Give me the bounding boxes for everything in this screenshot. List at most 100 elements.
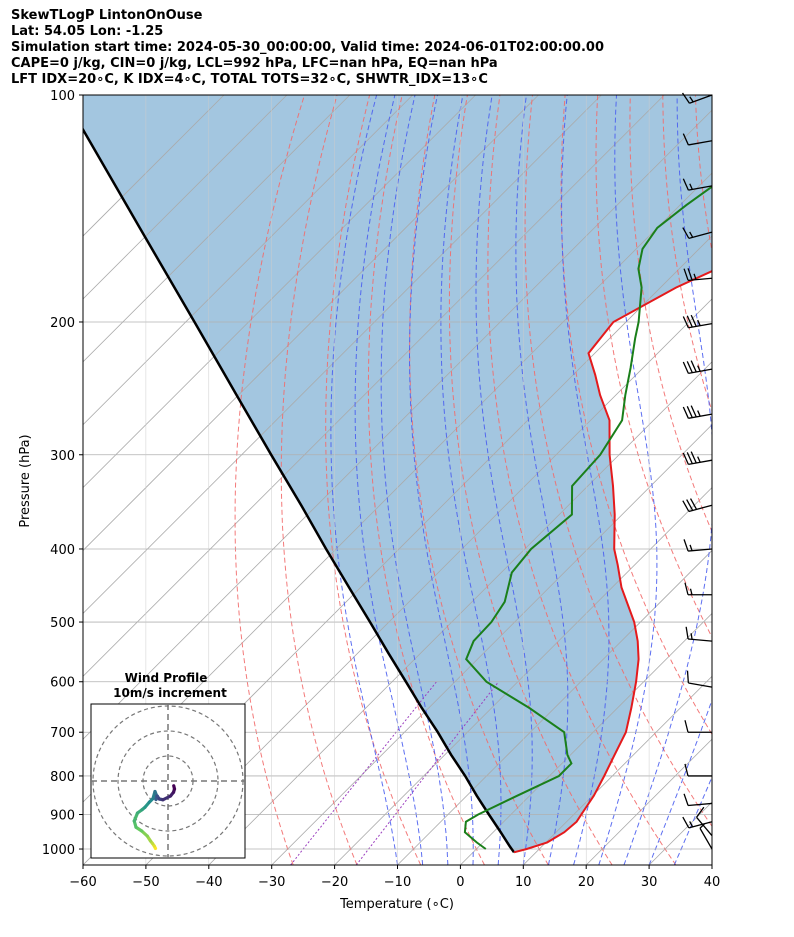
wind-barb-half-flag — [689, 544, 693, 551]
temperature-line — [513, 269, 712, 854]
wind-barb-flag — [682, 227, 690, 239]
wind-barb — [685, 626, 713, 642]
wind-barb-half-flag — [697, 319, 701, 326]
wind-barb-half-flag — [689, 96, 694, 103]
isotherm-line — [271, 424, 712, 865]
wind-barb-flag — [682, 178, 689, 191]
isotherm-line — [83, 109, 712, 740]
dry-adiabat — [662, 95, 712, 413]
chart-title: SkewTLogP LintonOnOuse — [11, 8, 203, 23]
wind-barb-flag — [682, 133, 689, 146]
isotherm-line — [83, 95, 602, 614]
wind-barb-half-flag — [689, 821, 694, 828]
x-tick-label: 40 — [704, 875, 721, 890]
isotherm-line — [397, 549, 712, 865]
moist-adiabat — [409, 95, 474, 865]
y-tick-label: 800 — [50, 770, 75, 785]
wind-barb-flag — [682, 816, 690, 829]
moist-adiabat — [354, 95, 424, 865]
y-tick-label: 1000 — [42, 843, 75, 858]
wind-barb-flag — [687, 268, 693, 281]
wind-barb — [682, 227, 713, 239]
dry-adiabat — [448, 95, 613, 865]
wind-barb-half-flag — [689, 231, 694, 238]
moist-adiabat — [440, 95, 502, 865]
moist-adiabat — [598, 95, 658, 865]
wind-barb-flag — [682, 361, 689, 374]
moist-adiabat — [648, 698, 712, 865]
wind-barb-half-flag — [693, 273, 697, 280]
wind-barb-shaft — [688, 231, 713, 239]
dry-adiabat — [629, 95, 712, 533]
moist-adiabat — [623, 95, 712, 865]
wind-barb-half-flag — [697, 365, 701, 372]
x-tick-label: −10 — [384, 875, 411, 890]
wind-barb-half-flag — [689, 588, 693, 595]
x-tick-label: −30 — [258, 875, 285, 890]
hodograph-ring — [117, 730, 219, 832]
isotherm-line — [83, 95, 476, 489]
isotherm-line — [460, 612, 712, 865]
wind-barb-shaft — [688, 821, 713, 829]
wind-barb — [682, 178, 713, 191]
dry-adiabat — [487, 95, 677, 865]
moist-adiabat — [330, 95, 398, 865]
wind-barb-shaft — [688, 140, 713, 146]
wind-barb-flag — [686, 406, 693, 418]
wind-barb — [686, 670, 713, 688]
x-tick-label: 30 — [641, 875, 658, 890]
wind-barb-flag — [682, 316, 689, 329]
wind-barb — [682, 314, 713, 329]
wind-barb — [684, 582, 712, 596]
x-tick-label: −40 — [195, 875, 222, 890]
wind-barb-flag — [685, 626, 689, 640]
y-tick-label: 500 — [50, 616, 75, 631]
convective-indices: CAPE=0 j/kg, CIN=0 j/kg, LCL=992 hPa, LF… — [11, 56, 498, 71]
isotherm-line — [208, 361, 712, 865]
wind-barb — [682, 816, 713, 829]
dry-adiabat — [524, 95, 712, 828]
moist-adiabat — [673, 775, 712, 865]
isotherm-line — [523, 675, 712, 865]
mixing-ratio-line — [290, 681, 437, 865]
dry-adiabat — [761, 95, 794, 865]
dewpoint-line — [463, 185, 712, 850]
y-tick-label: 700 — [50, 726, 75, 741]
isotherm-line — [83, 95, 225, 237]
wind-barb-flag — [684, 582, 689, 595]
dry-adiabat — [728, 95, 794, 865]
wind-barb-flag — [686, 361, 693, 373]
wind-barb-flag — [686, 499, 694, 511]
wind-barb — [682, 498, 713, 513]
wind-barb-flag — [683, 793, 689, 806]
isotherm-line — [711, 864, 712, 865]
x-tick-label: 20 — [578, 875, 595, 890]
wind-barb-flag — [686, 670, 690, 684]
y-tick-label: 400 — [50, 543, 75, 558]
wind-barb-flag — [682, 500, 690, 512]
dry-adiabat — [694, 95, 712, 254]
wind-barb-flag — [683, 268, 689, 281]
wind-barbs — [681, 92, 713, 850]
wind-barb-shaft — [688, 504, 713, 513]
wind-barb — [682, 405, 713, 419]
wind-barb — [682, 360, 713, 374]
wind-barb-shaft — [688, 682, 713, 688]
dry-adiabat — [367, 95, 485, 865]
dry-adiabat — [280, 95, 358, 865]
wind-barb-half-flag — [690, 633, 693, 640]
wind-barb-flag — [681, 92, 690, 104]
x-axis-label: Temperature (∘C) — [339, 897, 454, 912]
wind-barb-half-flag — [697, 410, 701, 417]
wind-barb — [683, 539, 713, 552]
x-tick-label: 0 — [456, 875, 464, 890]
y-tick-label: 300 — [50, 449, 75, 464]
y-tick-label: 600 — [50, 676, 75, 691]
wind-barb — [696, 806, 713, 837]
isotherm-line — [334, 487, 712, 865]
moist-adiabat — [561, 95, 610, 865]
wind-barb-shaft — [696, 816, 713, 837]
wind-barb-flag — [690, 314, 697, 327]
axes: −60 −50 −40 −30 −20 −10 0 10 20 30 40 100 200 300 400 5… — [42, 89, 720, 890]
